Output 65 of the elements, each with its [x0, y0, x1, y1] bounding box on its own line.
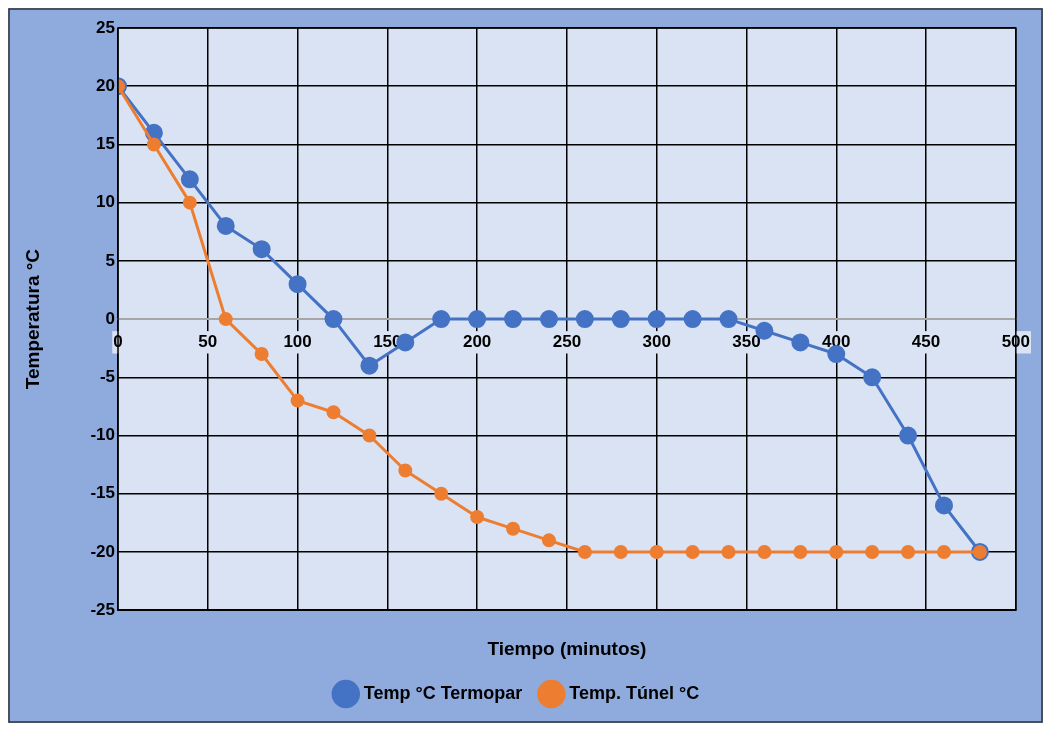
point: [647, 310, 666, 329]
point: [252, 240, 271, 259]
y-tick-label: -5: [99, 367, 115, 387]
point: [757, 544, 772, 559]
x-tick-label: 400: [822, 331, 851, 351]
x-tick-label: 450: [911, 331, 941, 351]
y-tick-label: 10: [96, 192, 115, 212]
x-axis-title: Tiempo (minutos): [487, 637, 647, 659]
point: [829, 544, 844, 559]
point: [683, 310, 702, 329]
point: [468, 310, 487, 329]
x-tick-label: 100: [283, 331, 312, 351]
y-tick-label: -10: [90, 425, 115, 445]
point: [934, 496, 953, 515]
x-tick-label: 350: [732, 331, 761, 351]
point: [865, 544, 880, 559]
point: [863, 368, 882, 387]
point: [290, 393, 305, 408]
y-tick-label: -20: [90, 541, 115, 561]
point: [254, 347, 269, 362]
point: [936, 544, 951, 559]
point: [182, 195, 197, 210]
point: [793, 544, 808, 559]
y-tick-label: -25: [90, 599, 115, 619]
x-tick-label: 300: [642, 331, 671, 351]
point: [434, 486, 449, 501]
point: [432, 310, 451, 329]
point: [719, 310, 738, 329]
point: [504, 310, 523, 329]
y-tick-label: 0: [105, 308, 115, 328]
point: [288, 275, 307, 294]
point: [577, 544, 592, 559]
y-axis-title: Temperatura °C: [21, 248, 43, 390]
point: [899, 426, 918, 445]
point: [470, 510, 485, 525]
y-tick-label: -15: [90, 483, 115, 503]
point: [649, 544, 664, 559]
point: [218, 312, 233, 327]
point: [611, 310, 630, 329]
y-tick-label: 25: [96, 17, 115, 37]
point: [791, 333, 810, 352]
x-tick-label: 250: [552, 331, 582, 351]
y-tick-label: 20: [96, 75, 115, 95]
point: [324, 310, 343, 329]
point: [539, 310, 558, 329]
point: [506, 521, 521, 536]
point: [685, 544, 700, 559]
point: [575, 310, 594, 329]
legend-label: Temp °C Termopar: [363, 682, 523, 703]
point: [216, 216, 235, 235]
point: [398, 463, 413, 478]
x-tick-label: 200: [462, 331, 492, 351]
point: [613, 544, 628, 559]
point: [541, 533, 556, 548]
legend-label: Temp. Túnel °C: [569, 682, 700, 703]
point: [146, 137, 161, 152]
point: [180, 170, 199, 189]
point: [360, 356, 379, 375]
y-tick-label: 5: [105, 250, 115, 270]
y-tick-label: 15: [96, 134, 115, 154]
point: [362, 428, 377, 443]
point: [901, 544, 916, 559]
point: [721, 544, 736, 559]
x-tick-label: 50: [198, 331, 218, 351]
point: [326, 405, 341, 420]
